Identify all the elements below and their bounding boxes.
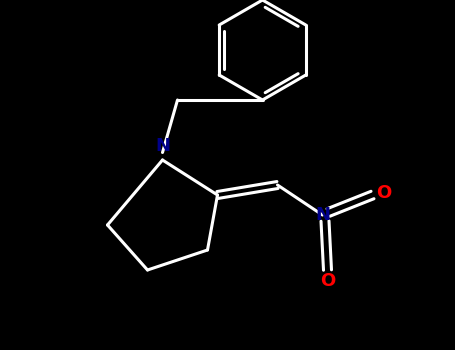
Text: O: O — [320, 272, 335, 290]
Text: N: N — [315, 206, 330, 224]
Text: N: N — [155, 137, 170, 155]
Text: O: O — [376, 183, 391, 202]
